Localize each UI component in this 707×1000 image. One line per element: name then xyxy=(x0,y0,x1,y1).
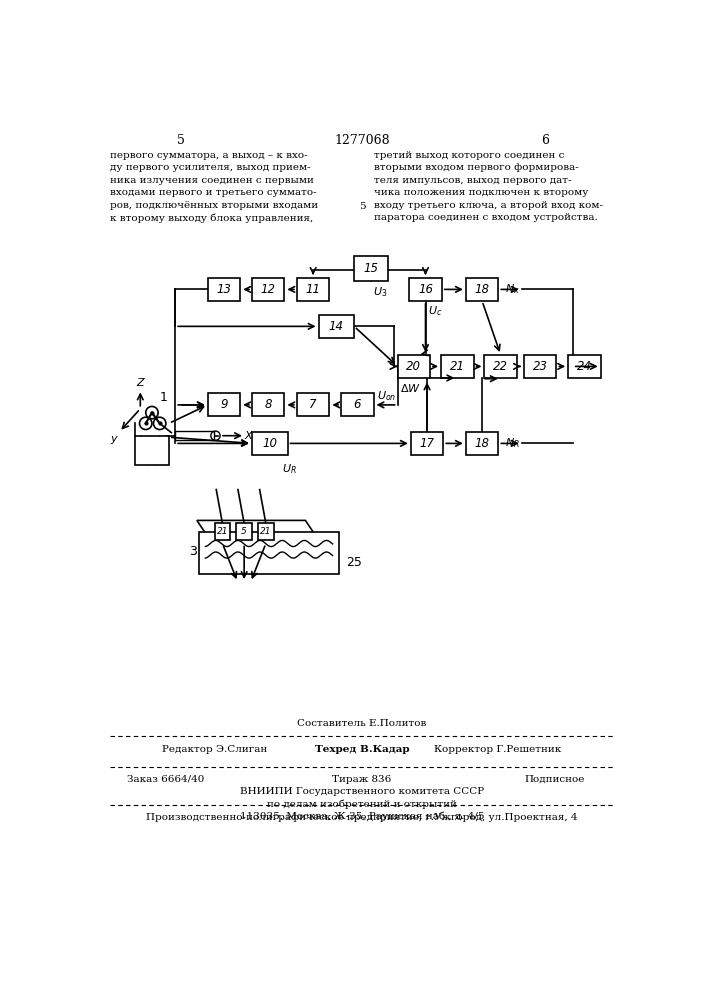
Text: Z: Z xyxy=(136,378,144,388)
Text: Заказ 6664/40: Заказ 6664/40 xyxy=(127,774,204,784)
Bar xyxy=(252,393,284,416)
Bar xyxy=(252,432,288,455)
Text: 24: 24 xyxy=(577,360,592,373)
Bar xyxy=(484,355,517,378)
Bar xyxy=(524,355,556,378)
Text: 13: 13 xyxy=(216,283,231,296)
Text: 6: 6 xyxy=(542,134,549,147)
Text: Тираж 836: Тираж 836 xyxy=(332,774,392,784)
Text: $U_R$: $U_R$ xyxy=(283,463,297,476)
Text: 14: 14 xyxy=(329,320,344,333)
Text: y: y xyxy=(110,434,117,444)
Bar xyxy=(411,432,443,455)
Text: 9: 9 xyxy=(221,398,228,411)
Bar xyxy=(175,431,214,440)
Bar xyxy=(441,355,474,378)
Text: Корректор Г.Решетник: Корректор Г.Решетник xyxy=(434,745,561,754)
Bar xyxy=(215,523,230,540)
Bar xyxy=(568,355,601,378)
Text: 25: 25 xyxy=(346,556,362,569)
Text: $U_c$: $U_c$ xyxy=(428,304,442,318)
Polygon shape xyxy=(197,520,321,544)
Bar xyxy=(466,278,498,301)
Text: 6: 6 xyxy=(354,398,361,411)
Text: 11: 11 xyxy=(305,283,321,296)
Bar xyxy=(252,278,284,301)
Text: ВНИИПИ Государственного комитета СССР: ВНИИПИ Государственного комитета СССР xyxy=(240,787,484,796)
Text: по делам изобретений и открытий: по делам изобретений и открытий xyxy=(267,799,457,809)
Bar xyxy=(409,278,442,301)
Text: Редактор Э.Слиган: Редактор Э.Слиган xyxy=(162,745,267,754)
Text: $U_{on}$: $U_{on}$ xyxy=(377,390,396,403)
Text: 21: 21 xyxy=(217,527,228,536)
Text: 16: 16 xyxy=(418,283,433,296)
Bar xyxy=(236,523,252,540)
Text: 18: 18 xyxy=(474,437,489,450)
Text: первого сумматора, а выход – к вхо-
ду первого усилителя, выход прием-
ника излу: первого сумматора, а выход – к вхо- ду п… xyxy=(110,151,318,223)
Text: 18: 18 xyxy=(474,283,489,296)
Text: 8: 8 xyxy=(264,398,272,411)
Text: третий выход которого соединен с
вторыми входом первого формирова-
теля импульсо: третий выход которого соединен с вторыми… xyxy=(373,151,602,222)
Text: 5: 5 xyxy=(241,527,247,536)
Text: 5: 5 xyxy=(359,202,366,211)
Text: Подписное: Подписное xyxy=(524,774,585,784)
Text: 3: 3 xyxy=(189,545,197,558)
Text: 5: 5 xyxy=(177,134,185,147)
Text: $N_x$: $N_x$ xyxy=(505,282,520,296)
Bar xyxy=(208,393,240,416)
Bar xyxy=(354,256,388,281)
Text: 15: 15 xyxy=(363,262,379,275)
Bar xyxy=(297,278,329,301)
Bar xyxy=(135,436,169,465)
Text: 22: 22 xyxy=(493,360,508,373)
Text: 20: 20 xyxy=(407,360,421,373)
Text: 21: 21 xyxy=(450,360,464,373)
Text: 113035, Москва, Ж-35, Раушская наб., д. 4/5: 113035, Москва, Ж-35, Раушская наб., д. … xyxy=(240,811,484,821)
Bar xyxy=(258,523,274,540)
Text: Производственно-полиграфическое предприятие, г.Ужгород, ул.Проектная, 4: Производственно-полиграфическое предприя… xyxy=(146,813,578,822)
Bar xyxy=(199,532,339,574)
Text: 12: 12 xyxy=(261,283,276,296)
Text: 17: 17 xyxy=(419,437,435,450)
Text: 1: 1 xyxy=(160,391,168,404)
Text: $N_R$: $N_R$ xyxy=(505,437,520,450)
Text: X: X xyxy=(245,431,252,441)
Bar xyxy=(297,393,329,416)
Text: $\Delta W$: $\Delta W$ xyxy=(399,382,421,394)
Bar xyxy=(208,278,240,301)
Text: $U_3$: $U_3$ xyxy=(373,285,387,299)
Text: 23: 23 xyxy=(532,360,548,373)
Bar xyxy=(397,355,430,378)
Text: 10: 10 xyxy=(262,437,277,450)
Text: 21: 21 xyxy=(260,527,271,536)
Text: 7: 7 xyxy=(310,398,317,411)
Bar xyxy=(466,432,498,455)
Text: Составитель Е.Политов: Составитель Е.Политов xyxy=(297,719,426,728)
Bar xyxy=(319,315,354,338)
Text: 1277068: 1277068 xyxy=(334,134,390,147)
Bar xyxy=(341,393,373,416)
Text: Техред В.Кадар: Техред В.Кадар xyxy=(315,745,409,754)
